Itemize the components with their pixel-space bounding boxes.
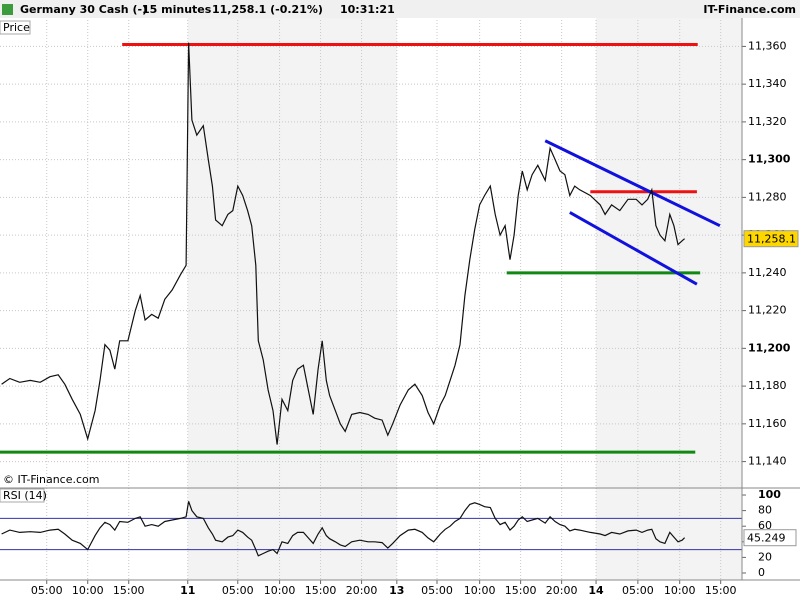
x-tick-label: 10:00 — [264, 584, 296, 597]
trend-line — [544, 139, 721, 228]
y-tick-label: 11,240 — [748, 266, 787, 279]
icon — [2, 4, 13, 15]
price-line — [1, 42, 685, 445]
time: 10:31:21 — [340, 3, 395, 16]
panel-label-box — [0, 488, 45, 503]
x-tick-label: 05:00 — [222, 584, 254, 597]
x-tick-label: 05:00 — [622, 584, 654, 597]
y-tick-label: 11,360 — [748, 39, 787, 52]
interval: 15 minutes — [142, 3, 212, 16]
brand: IT-Finance.com — [703, 3, 796, 16]
y-tick-label: 11,280 — [748, 190, 787, 203]
instrument: Germany 30 Cash (-) — [20, 3, 147, 16]
x-tick-label: 20:00 — [546, 584, 578, 597]
y-tick-label: 100 — [758, 488, 781, 501]
y-tick-label: 60 — [758, 519, 772, 532]
panel-label-box — [0, 20, 31, 35]
y-tick-label: 11,140 — [748, 455, 787, 468]
quote: 11,258.1 (-0.21%) — [212, 3, 323, 16]
panel-label: RSI (14) — [3, 489, 47, 502]
x-tick-label: 10:00 — [464, 584, 496, 597]
y-tick-label: 11,160 — [748, 417, 787, 430]
session-shade — [187, 18, 397, 580]
x-tick-label: 13 — [389, 584, 404, 597]
y-tick-label: 11,180 — [748, 379, 787, 392]
x-tick-label: 10:00 — [664, 584, 696, 597]
y-tick-label: 11,320 — [748, 115, 787, 128]
panel-label: Price — [3, 21, 30, 34]
last-price-label: 11,258.1 — [747, 233, 796, 246]
x-tick-label: 05:00 — [31, 584, 63, 597]
x-tick-label: 15:00 — [305, 584, 337, 597]
x-tick-label: 15:00 — [705, 584, 737, 597]
x-tick-label: 15:00 — [505, 584, 537, 597]
watermark: © IT-Finance.com — [3, 473, 100, 486]
session-shade — [596, 18, 742, 580]
y-tick-label: 11,200 — [748, 341, 791, 354]
y-tick-label: 80 — [758, 504, 772, 517]
x-tick-label: 05:00 — [421, 584, 453, 597]
y-tick-label: 11,300 — [748, 153, 791, 166]
x-tick-label: 11 — [180, 584, 195, 597]
last-value-box — [743, 529, 797, 547]
trend-line — [569, 211, 698, 286]
x-tick-label: 20:00 — [346, 584, 378, 597]
x-tick-label: 14 — [588, 584, 604, 597]
y-tick-label: 11,340 — [748, 77, 787, 90]
y-tick-label: 20 — [758, 550, 772, 563]
last-value-label: 45.249 — [747, 532, 786, 545]
rsi-line — [1, 501, 686, 557]
x-tick-label: 10:00 — [72, 584, 104, 597]
y-tick-label: 0 — [758, 566, 765, 579]
y-tick-label: 11,220 — [748, 304, 787, 317]
last-price-box — [743, 230, 799, 248]
header-bar — [0, 0, 800, 18]
x-tick-label: 15:00 — [113, 584, 145, 597]
